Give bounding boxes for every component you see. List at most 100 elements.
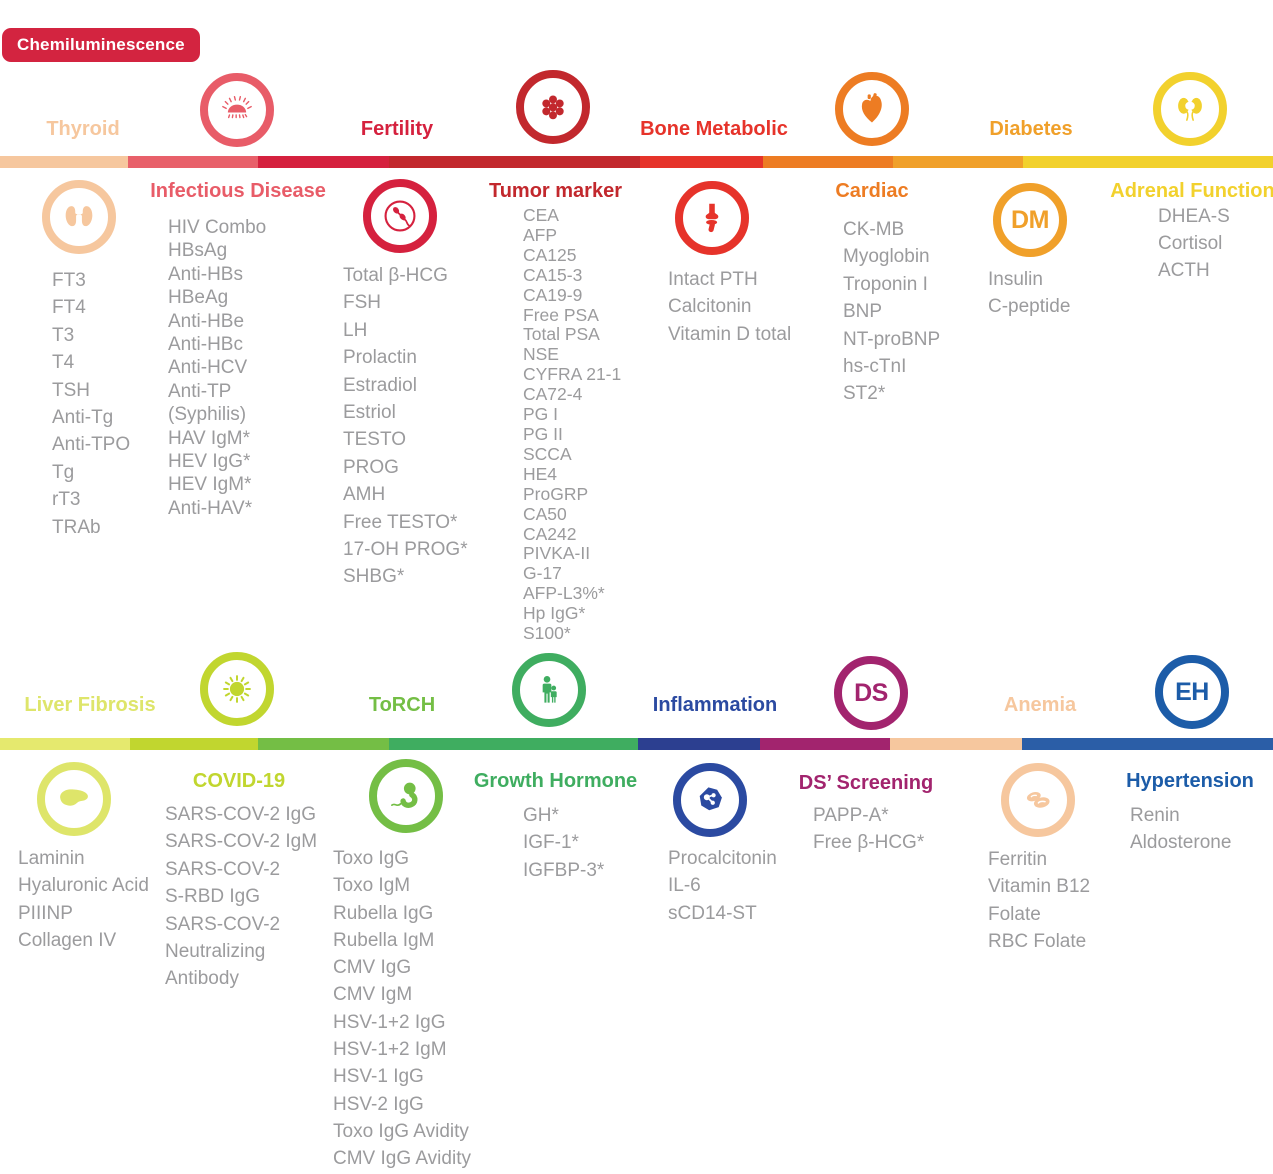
list-item: LH bbox=[343, 319, 368, 341]
list-item: CA19-9 bbox=[523, 284, 583, 305]
list-item: AFP-L3%* bbox=[523, 583, 605, 604]
strip-segment bbox=[258, 738, 389, 750]
liver-item-list: Laminin Hyaluronic Acid PIIINP Collagen IV bbox=[18, 845, 149, 955]
category-label: Fertility bbox=[360, 118, 434, 140]
heart-icon bbox=[835, 72, 909, 146]
list-item: Rubella IgG bbox=[333, 902, 434, 924]
category-title: Adrenal Function bbox=[1110, 180, 1273, 202]
list-item: Myoglobin bbox=[843, 246, 930, 268]
list-item: SARS-COV-2 bbox=[165, 913, 281, 935]
list-item: Laminin bbox=[18, 848, 85, 869]
category-color-strip-bottom bbox=[0, 738, 1273, 750]
list-item: NSE bbox=[523, 344, 559, 365]
torch-item-list: Toxo IgG Toxo IgM Rubella IgG Rubella IgM CM… bbox=[333, 845, 471, 1173]
diabetes-item-list: Insulin C-peptide bbox=[988, 266, 1070, 321]
list-item: CEA bbox=[523, 205, 559, 225]
list-item: (Syphilis) bbox=[168, 404, 247, 426]
list-item: PG I bbox=[523, 404, 559, 425]
list-item: S-RBD IgG bbox=[165, 886, 261, 908]
list-item: Insulin bbox=[988, 269, 1043, 290]
blood-cells-icon bbox=[1001, 763, 1075, 837]
list-item: CMV IgM bbox=[333, 984, 413, 1006]
strip-segment bbox=[0, 738, 130, 750]
list-item: DHEA-S bbox=[1158, 206, 1230, 227]
list-item: Aldosterone bbox=[1130, 831, 1232, 853]
list-item: SARS-COV-2 IgM bbox=[165, 831, 318, 853]
list-item: ACTH bbox=[1158, 260, 1210, 281]
list-item: T4 bbox=[52, 352, 75, 374]
strip-segment bbox=[130, 738, 258, 750]
list-item: Collagen IV bbox=[18, 930, 117, 952]
list-item: Rubella IgM bbox=[333, 929, 435, 951]
category-title: Infectious Disease bbox=[150, 180, 326, 202]
list-item: Estriol bbox=[343, 402, 396, 424]
tumor-item-list: CEA AFP CA125 CA15-3 CA19-9 Free PSA Total PSA… bbox=[523, 205, 622, 644]
strip-segment bbox=[638, 738, 760, 750]
list-item: 17-OH PROG* bbox=[343, 539, 468, 561]
category-title: Hypertension bbox=[1126, 770, 1254, 792]
list-item: CK-MB bbox=[843, 219, 905, 240]
list-item: Vitamin D total bbox=[668, 323, 792, 345]
list-item: CA242 bbox=[523, 523, 577, 544]
list-item: Anti-HBs bbox=[168, 263, 243, 285]
person-growth-icon bbox=[512, 653, 586, 727]
strip-segment bbox=[1023, 156, 1273, 168]
category-label: Anemia bbox=[1003, 694, 1077, 716]
list-item: Calcitonin bbox=[668, 296, 752, 318]
category-color-strip-top bbox=[0, 156, 1273, 168]
list-item: PIIINP bbox=[18, 902, 73, 924]
ds-item-list: PAPP-A* Free β-HCG* bbox=[813, 802, 924, 857]
category-title: COVID-19 bbox=[192, 770, 286, 792]
list-item: AMH bbox=[343, 484, 386, 506]
list-item: Free β-HCG* bbox=[813, 832, 925, 854]
list-item: Antibody bbox=[165, 968, 239, 990]
list-item: Cortisol bbox=[1158, 233, 1223, 254]
list-item: CA125 bbox=[523, 244, 577, 265]
list-item: S100* bbox=[523, 623, 571, 644]
growth-hormone-item-list: GH* IGF-1* IGFBP-3* bbox=[523, 802, 604, 884]
category-title: Growth Hormone bbox=[473, 770, 638, 792]
dm-monogram-icon: DM bbox=[993, 183, 1067, 257]
list-item: Anti-HAV* bbox=[168, 497, 253, 519]
list-item: AFP bbox=[523, 224, 558, 245]
bone-item-list: Intact PTH Calcitonin Vitamin D total bbox=[668, 266, 791, 348]
list-item: Toxo IgG bbox=[333, 848, 410, 869]
list-item: TSH bbox=[52, 379, 90, 401]
virus-icon bbox=[200, 652, 274, 726]
list-item: HSV-1+2 IgM bbox=[333, 1039, 447, 1061]
list-item: HE4 bbox=[523, 463, 558, 484]
category-title: Cardiac bbox=[835, 180, 909, 202]
ds-monogram-text: DS bbox=[854, 678, 888, 707]
list-item: Tg bbox=[52, 461, 75, 483]
list-item: Ferritin bbox=[988, 849, 1048, 870]
list-item: HSV-1 IgG bbox=[333, 1066, 424, 1088]
list-item: rT3 bbox=[52, 489, 81, 511]
category-title: Tumor marker bbox=[488, 180, 622, 202]
list-item: Vitamin B12 bbox=[988, 876, 1091, 898]
strip-segment bbox=[128, 156, 258, 168]
adrenal-item-list: DHEA-S Cortisol ACTH bbox=[1158, 203, 1230, 284]
list-item: Total PSA bbox=[523, 324, 600, 345]
kidneys-icon bbox=[1153, 72, 1227, 146]
list-item: HEV IgG* bbox=[168, 451, 251, 473]
list-item: HIV Combo bbox=[168, 217, 267, 238]
list-item: FSH bbox=[343, 292, 381, 314]
strip-segment bbox=[1022, 738, 1273, 750]
list-item: ProGRP bbox=[523, 483, 589, 504]
strip-segment bbox=[763, 156, 893, 168]
hypertension-item-list: Renin Aldosterone bbox=[1130, 803, 1231, 856]
eh-monogram-icon: EH bbox=[1155, 655, 1229, 729]
list-item: C-peptide bbox=[988, 296, 1071, 318]
strip-segment bbox=[760, 738, 890, 750]
category-label: Inflammation bbox=[652, 694, 778, 716]
infectious-item-list: HIV Combo HBsAg Anti-HBs HBeAg Anti-HBe Anti-… bbox=[168, 216, 266, 520]
list-item: CA50 bbox=[523, 503, 567, 524]
anemia-item-list: Ferritin Vitamin B12 Folate RBC Folate bbox=[988, 846, 1090, 956]
list-item: HSV-2 IgG bbox=[333, 1093, 424, 1115]
list-item: CYFRA 21-1 bbox=[523, 364, 622, 385]
bacteria-icon bbox=[200, 73, 274, 147]
strip-segment bbox=[890, 738, 1022, 750]
ds-monogram-icon: DS bbox=[834, 656, 908, 730]
list-item: GH* bbox=[523, 805, 559, 826]
list-item: PIVKA-II bbox=[523, 543, 591, 564]
